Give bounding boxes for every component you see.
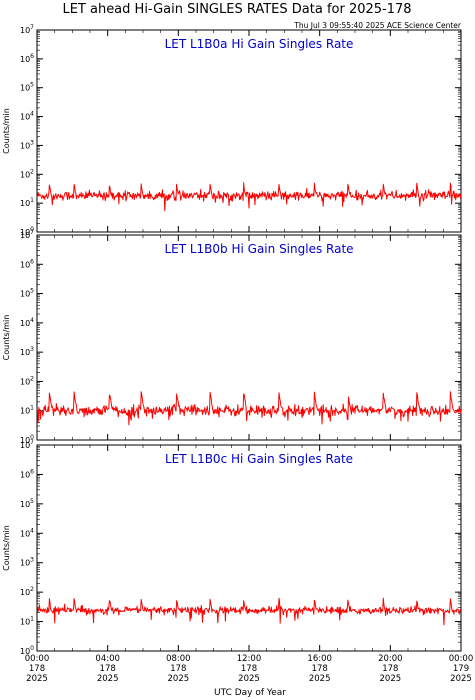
x-tick-label: 179 — [453, 664, 469, 674]
x-tick-label: 178 — [382, 664, 398, 674]
y-tick-label: 107 — [20, 229, 34, 240]
y-axis-label: Counts/min — [2, 315, 11, 361]
panel-title: LET L1B0b Hi Gain Singles Rate — [164, 242, 353, 256]
x-tick-label: 178 — [100, 664, 116, 674]
x-tick-label: 20:00 — [378, 654, 403, 664]
y-tick-label: 104 — [20, 317, 34, 328]
y-tick-label: 103 — [20, 557, 34, 568]
x-tick-label: 12:00 — [237, 654, 262, 664]
x-tick-label: 178 — [170, 664, 186, 674]
y-tick-label: 104 — [20, 527, 34, 538]
x-tick-label: 00:00 — [25, 654, 50, 664]
y-tick-label: 103 — [20, 139, 34, 150]
y-tick-label: 101 — [20, 405, 34, 416]
x-tick-label: 2025 — [26, 674, 48, 684]
panel-3: 100 101 102 103 104 105 106 107 Counts/min LET L1… — [2, 439, 462, 656]
y-tick-label: 102 — [20, 586, 34, 597]
x-tick-label: 2025 — [238, 674, 260, 684]
y-tick-label: 102 — [20, 375, 34, 386]
y-tick-label: 101 — [20, 197, 34, 208]
y-tick-label: 100 — [20, 434, 34, 445]
series-line — [36, 597, 462, 626]
x-tick-label: 178 — [29, 664, 45, 674]
y-tick-label: 106 — [20, 258, 34, 269]
y-tick-label: 107 — [20, 439, 34, 450]
x-tick-label: 2025 — [168, 674, 190, 684]
y-axis-label: Counts/min — [2, 525, 11, 571]
panel-title: LET L1B0c Hi Gain Singles Rate — [165, 452, 353, 466]
panel-2: 100 101 102 103 104 105 106 107 Counts/min LET L1… — [2, 229, 462, 445]
x-tick-label: 2025 — [450, 674, 472, 684]
panel-frame — [36, 234, 462, 441]
x-tick-label: 08:00 — [166, 654, 191, 664]
series-line — [36, 182, 462, 212]
y-tick-label: 106 — [20, 53, 34, 64]
y-tick-label: 103 — [20, 346, 34, 357]
y-tick-label: 107 — [20, 24, 34, 35]
panel-frame — [36, 444, 462, 652]
y-axis-label: Counts/min — [2, 108, 11, 154]
x-tick-label: 2025 — [97, 674, 119, 684]
y-tick-label: 105 — [20, 498, 34, 509]
y-tick-label: 100 — [20, 645, 34, 656]
y-tick-label: 105 — [20, 288, 34, 299]
series-line — [36, 391, 462, 426]
x-tick-label: 2025 — [380, 674, 402, 684]
x-axis: 00:00178202504:00178202508:00178202512:0… — [25, 654, 474, 684]
timestamp: Thu Jul 3 09:55:40 2025 ACE Science Cent… — [293, 21, 462, 30]
y-tick-label: 105 — [20, 82, 34, 93]
x-tick-label: 00:00 — [449, 654, 474, 664]
x-axis-label: UTC Day of Year — [214, 688, 286, 698]
x-tick-label: 04:00 — [95, 654, 120, 664]
y-tick-label: 104 — [20, 111, 34, 122]
x-tick-label: 178 — [312, 664, 328, 674]
y-tick-label: 100 — [20, 226, 34, 237]
y-tick-label: 106 — [20, 468, 34, 479]
y-tick-label: 102 — [20, 168, 34, 179]
x-tick-label: 2025 — [309, 674, 331, 684]
panel-title: LET L1B0a Hi Gain Singles Rate — [165, 37, 354, 51]
x-tick-label: 178 — [241, 664, 257, 674]
panels: 100 101 102 103 104 105 106 107 Counts/min LET L1… — [2, 24, 462, 656]
figure-title: LET ahead Hi-Gain SINGLES RATES Data for… — [62, 2, 411, 17]
y-tick-label: 101 — [20, 616, 34, 627]
x-tick-label: 16:00 — [307, 654, 332, 664]
panel-1: 100 101 102 103 104 105 106 107 Counts/min LET L1… — [2, 24, 462, 237]
